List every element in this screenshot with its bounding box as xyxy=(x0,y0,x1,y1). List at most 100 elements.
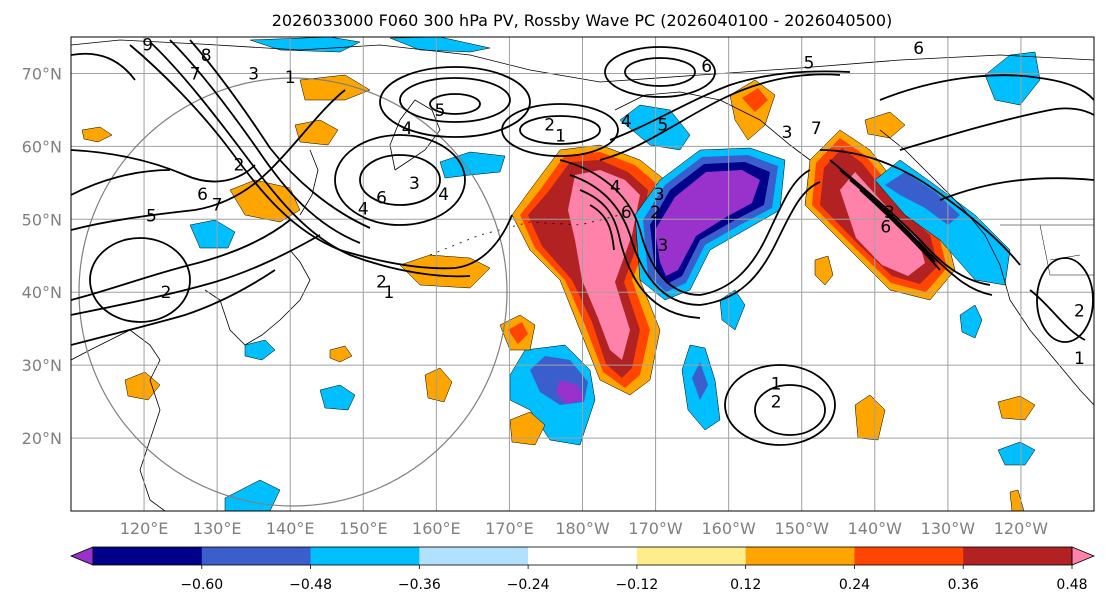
lon-tick-label: 160°E xyxy=(412,519,461,538)
anomaly-region-positive xyxy=(742,88,768,112)
pv-contour xyxy=(604,46,716,98)
contour-label: 5 xyxy=(435,101,446,121)
pv-contour xyxy=(879,74,1094,101)
aleutian-islands xyxy=(429,214,621,256)
contour-label: 5 xyxy=(657,116,668,136)
coastlines xyxy=(71,39,1094,511)
pv-contour xyxy=(1036,257,1094,343)
contour-label: 2 xyxy=(771,393,782,413)
anomaly-region-positive xyxy=(81,126,113,143)
lat-tick-label: 30°N xyxy=(22,356,62,375)
pv-contour xyxy=(71,52,136,81)
range-circle xyxy=(78,77,508,507)
anomaly-region-negative xyxy=(984,51,1041,106)
colorbar-segment xyxy=(93,547,203,565)
contour-label: 1 xyxy=(1074,349,1085,369)
pv-contour xyxy=(939,177,1094,201)
colorbar-segment xyxy=(310,547,420,565)
contour-label: 2 xyxy=(1074,301,1085,321)
anomaly-region-negative xyxy=(319,384,356,411)
anomaly-region-negative xyxy=(959,304,983,339)
contour-label: 6 xyxy=(197,185,208,205)
pv-contour xyxy=(334,134,466,226)
longitude-axis: 120°E 130°E 140°E 150°E 160°E 170°E 180°W 170°W… xyxy=(120,519,1049,538)
contour-label: 6 xyxy=(376,188,387,208)
pv-contour xyxy=(71,169,171,196)
pv-contour xyxy=(589,204,615,251)
contour-label: 3 xyxy=(654,185,665,205)
pv-contour xyxy=(399,77,511,123)
pv-contour xyxy=(754,384,826,436)
pv-contour xyxy=(819,149,1021,266)
pv-contour xyxy=(71,269,276,346)
pv-contour xyxy=(839,169,993,296)
anomaly-region-positive xyxy=(329,345,353,363)
pv-contour xyxy=(429,93,481,115)
contour-label: 1 xyxy=(555,126,566,146)
contour-label: 6 xyxy=(621,203,632,223)
lon-tick-label: 140°W xyxy=(848,519,903,538)
contour-label: 1 xyxy=(383,283,394,303)
colorbar-segment xyxy=(419,547,529,565)
colorbar-segment xyxy=(528,547,638,565)
anomaly-region-positive xyxy=(814,255,834,286)
pv-contour xyxy=(129,44,513,270)
coastline-asia xyxy=(71,329,166,511)
pv-contour xyxy=(379,66,531,138)
pv-contour xyxy=(71,219,291,301)
lat-tick-label: 70°N xyxy=(22,64,62,83)
anomaly-region-negative xyxy=(997,441,1036,466)
contour-label: 4 xyxy=(610,177,621,197)
colorbar: −0.60 −0.48 −0.36 −0.24 −0.12 0.12 0.24 0.36 0.4… xyxy=(69,546,1096,593)
anomaly-region-negative xyxy=(655,170,760,276)
pv-contour xyxy=(624,57,696,87)
anomaly-region-negative xyxy=(885,172,960,225)
pv-contour xyxy=(569,174,821,306)
pv-contour xyxy=(609,70,851,141)
contour-label: 4 xyxy=(402,119,413,139)
colorbar-tick-label: 0.24 xyxy=(839,577,870,593)
pv-contour xyxy=(559,159,811,296)
lat-tick-label: 20°N xyxy=(22,429,62,448)
contour-label: 5 xyxy=(146,207,157,227)
contour-label: 4 xyxy=(621,112,632,132)
colorbar-tick-label: −0.12 xyxy=(615,577,658,593)
contour-label: 2 xyxy=(376,272,387,292)
pv-contour xyxy=(849,179,936,263)
pv-contour xyxy=(89,237,191,323)
contour-label: 3 xyxy=(409,174,420,194)
contour-label: 2 xyxy=(234,156,245,176)
map-frame xyxy=(70,36,1095,512)
contour-label: 1 xyxy=(771,374,782,394)
lon-tick-label: 130°E xyxy=(193,519,242,538)
contour-label: 3 xyxy=(248,64,259,84)
colorbar-tick-label: 0.36 xyxy=(948,577,979,593)
lat-tick-label: 40°N xyxy=(22,283,62,302)
pv-contour xyxy=(189,39,371,229)
colorbar-tick-label: −0.48 xyxy=(289,577,332,593)
lon-tick-label: 160°W xyxy=(701,519,756,538)
colorbar-segment xyxy=(636,547,747,565)
anomaly-region-negative xyxy=(244,339,276,361)
pv-contour xyxy=(501,103,619,157)
pv-contour xyxy=(599,73,841,161)
pv-contour xyxy=(519,115,601,145)
arctic-coast xyxy=(71,39,1094,83)
pv-contour xyxy=(724,364,836,446)
coastline-korea-japan xyxy=(204,249,311,346)
anomaly-region-negative xyxy=(224,479,281,511)
anomaly-region-positive xyxy=(997,395,1036,421)
anomaly-region-positive xyxy=(299,74,371,101)
contour-label: 4 xyxy=(358,199,369,219)
colorbar-segment xyxy=(201,547,312,565)
contour-label: 3 xyxy=(657,236,668,256)
contour-label: 6 xyxy=(913,39,924,59)
lon-tick-label: 120°E xyxy=(120,519,169,538)
contour-label: 1 xyxy=(285,68,296,88)
pv-contour xyxy=(899,107,1094,151)
contour-label: 9 xyxy=(142,35,153,55)
contour-label: 6 xyxy=(701,57,712,77)
colorbar-segment xyxy=(963,547,1073,565)
colorbar-extend-high xyxy=(1071,546,1096,566)
